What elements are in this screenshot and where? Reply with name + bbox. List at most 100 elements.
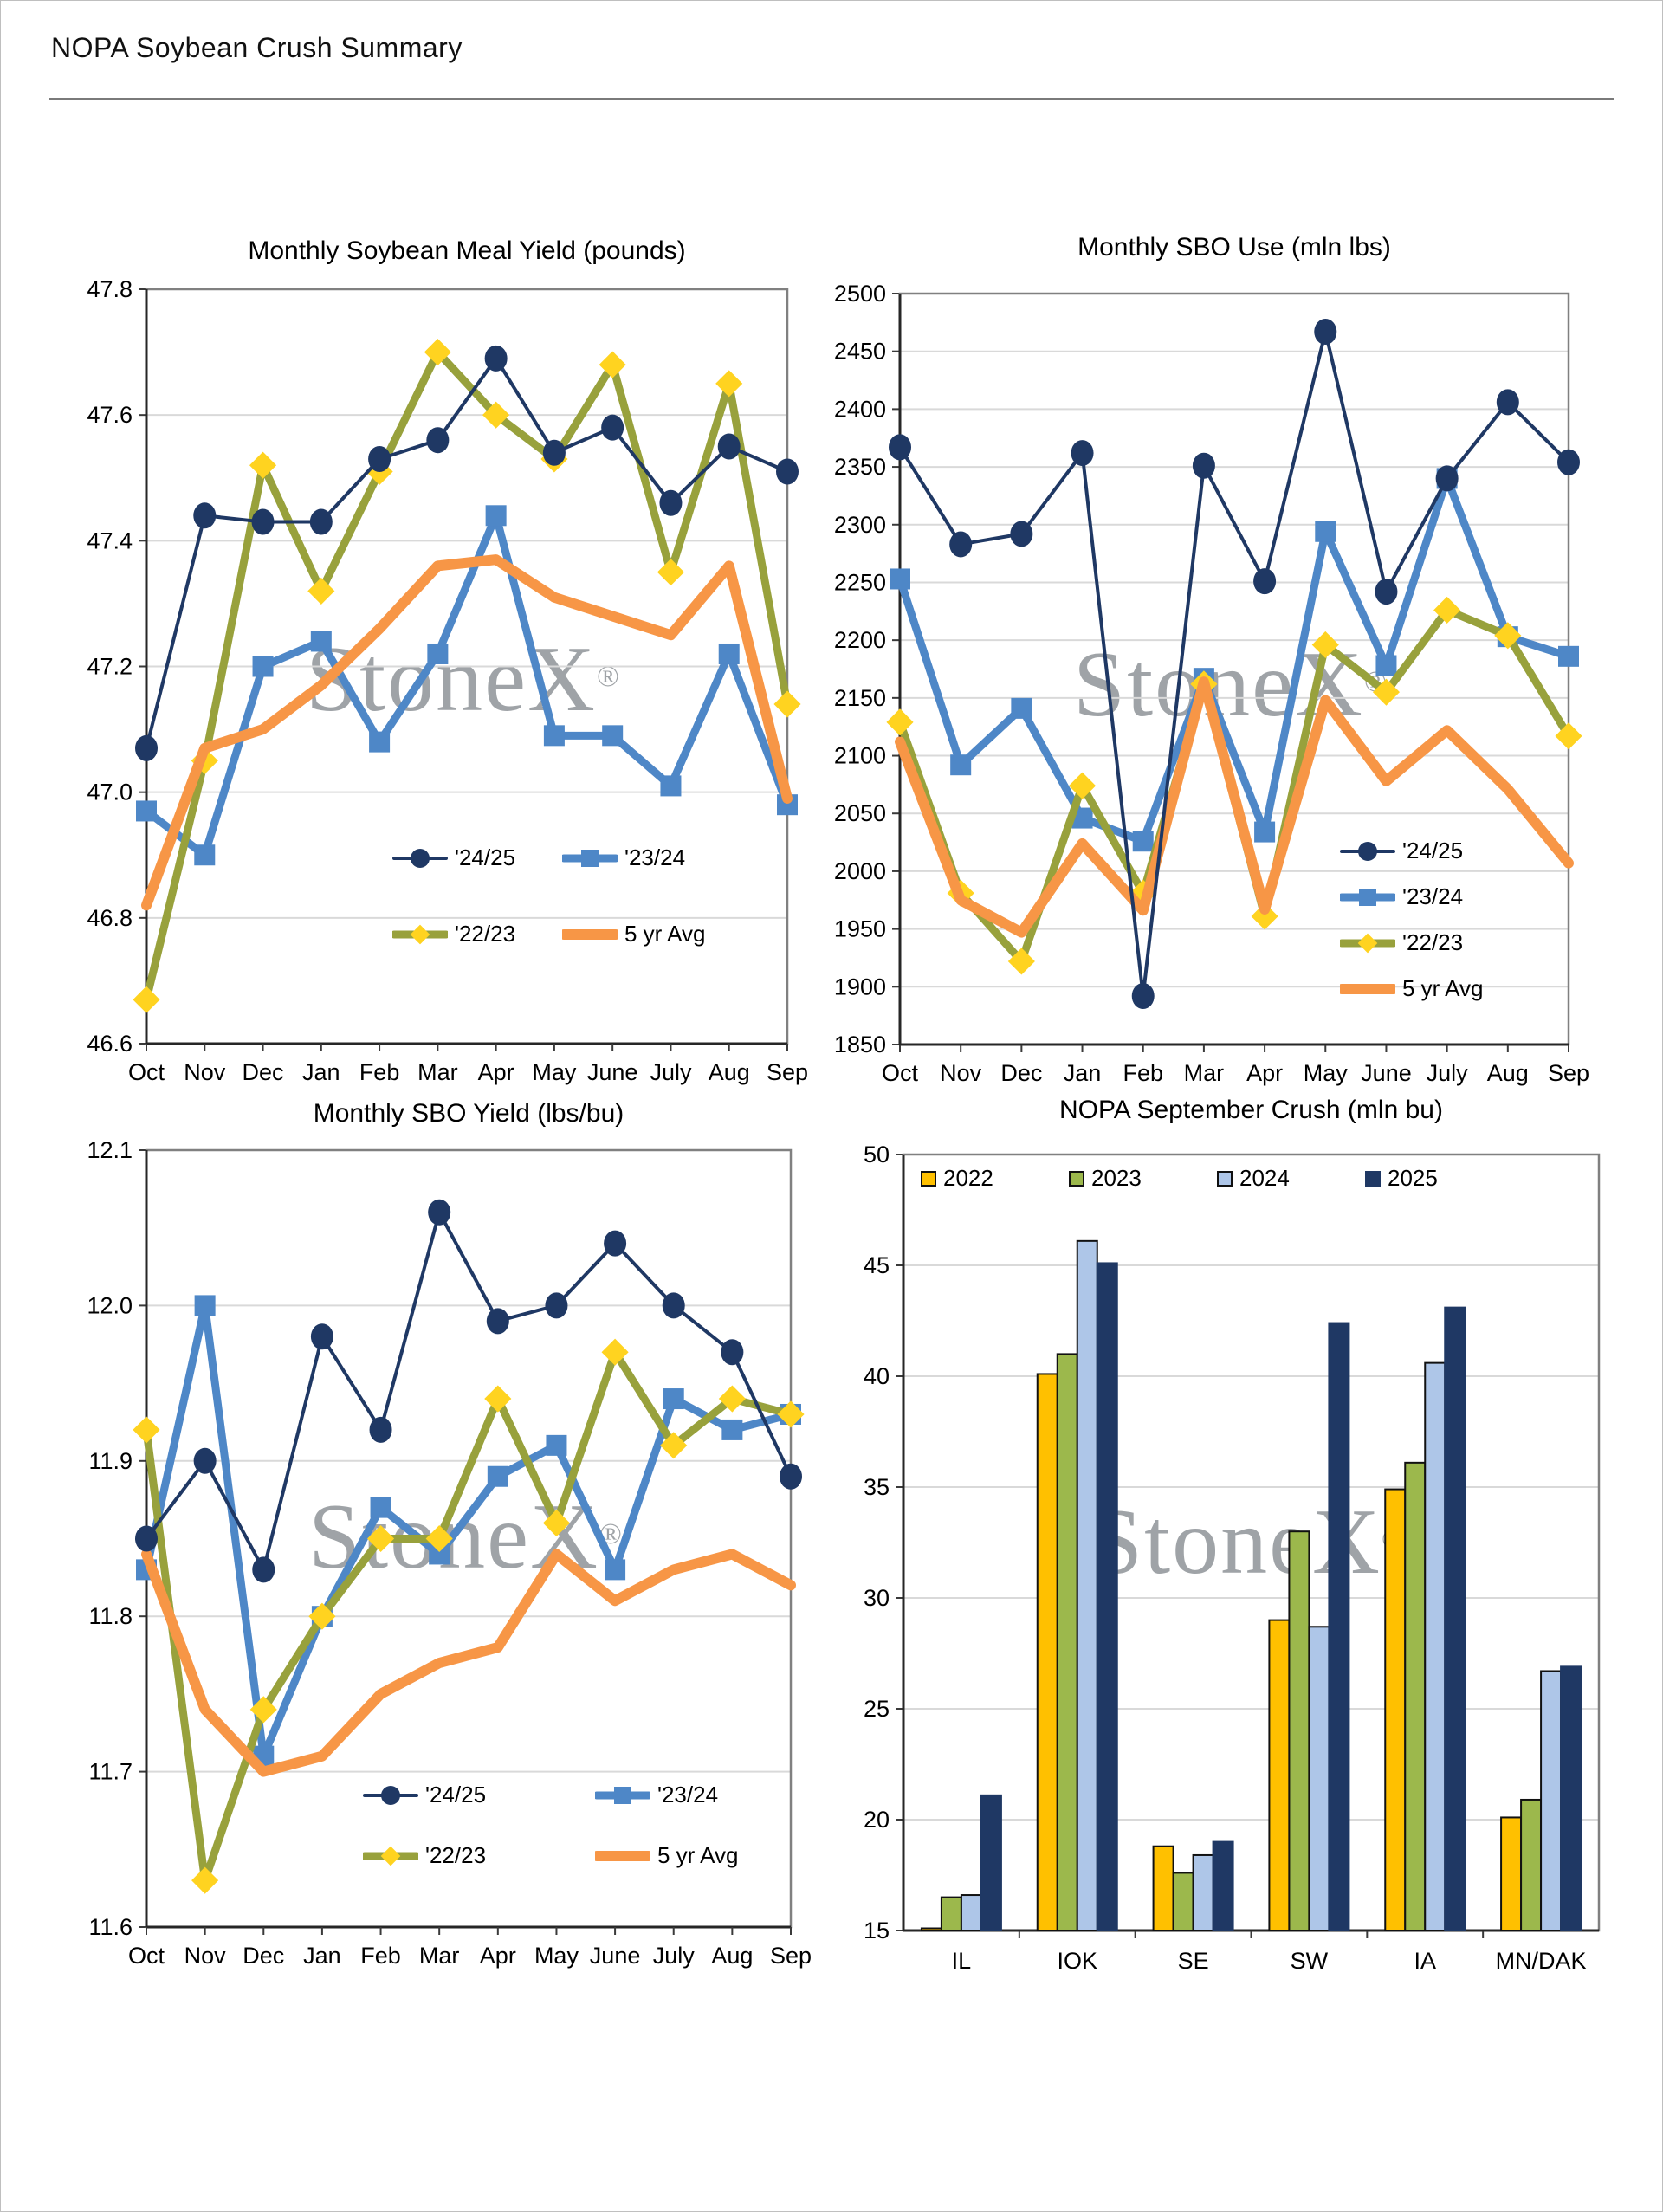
bar-IA-2023 xyxy=(1404,1461,1427,1931)
y-axis-label: 11.9 xyxy=(88,1448,133,1474)
legend-swatch xyxy=(1340,888,1395,906)
legend-label: '22/23 xyxy=(425,1842,487,1868)
data-point xyxy=(1375,579,1398,605)
series-line xyxy=(142,1348,795,1885)
bar-SE-2023 xyxy=(1172,1872,1194,1931)
data-point xyxy=(310,1323,333,1350)
y-axis-label: 40 xyxy=(864,1363,890,1389)
data-point xyxy=(546,1434,567,1456)
x-axis-label: Aug xyxy=(711,1943,753,1969)
legend-item-5yrAvg: 5 yr Avg xyxy=(595,1842,738,1869)
legend-label: '23/24 xyxy=(657,1782,719,1808)
data-point xyxy=(604,1230,627,1257)
bar-SE-2025 xyxy=(1212,1840,1234,1932)
y-axis-label: 11.6 xyxy=(88,1914,133,1940)
x-axis-label: MN/DAK xyxy=(1496,1948,1587,1974)
legend-label: 2023 xyxy=(1091,1165,1142,1191)
bar-series-2023 xyxy=(940,1353,1543,1932)
data-point xyxy=(251,508,275,535)
legend-item-2324: '23/24 xyxy=(595,1782,718,1808)
data-point xyxy=(310,631,332,652)
data-point xyxy=(780,1463,802,1490)
data-point xyxy=(545,1292,568,1319)
y-axis-label: 2100 xyxy=(834,743,886,769)
data-point xyxy=(368,445,391,472)
y-axis-label: 30 xyxy=(864,1585,890,1611)
legend-label: 5 yr Avg xyxy=(657,1842,739,1868)
y-axis-label: 2000 xyxy=(834,858,886,884)
bar-SW-2023 xyxy=(1288,1530,1310,1931)
bar-series-2025 xyxy=(980,1262,1582,1932)
x-axis-label: June xyxy=(587,1059,638,1085)
bar-MN/DAK-2024 xyxy=(1540,1670,1563,1931)
data-point xyxy=(1010,521,1033,547)
page-title: NOPA Soybean Crush Summary xyxy=(51,32,463,63)
bar-SW-2025 xyxy=(1328,1322,1350,1932)
data-point xyxy=(889,434,911,461)
series-line xyxy=(142,511,792,859)
data-point xyxy=(369,1416,392,1443)
y-axis-label: 2450 xyxy=(834,339,886,365)
bar-IL-2023 xyxy=(940,1896,962,1932)
chart-title-sbo-yield: Monthly SBO Yield (lbs/bu) xyxy=(313,1099,624,1128)
x-axis-label: Dec xyxy=(1000,1060,1042,1086)
data-point xyxy=(1253,568,1277,595)
x-axis-label: Feb xyxy=(360,1943,401,1969)
data-point xyxy=(949,531,973,558)
x-axis-label: Dec xyxy=(243,1059,284,1085)
data-point xyxy=(659,489,683,516)
data-point xyxy=(543,725,565,747)
data-point xyxy=(1071,440,1094,467)
legend-label: '22/23 xyxy=(1402,929,1464,955)
series-2324 xyxy=(136,1295,801,1767)
x-axis-label: May xyxy=(1304,1060,1349,1086)
x-axis-label: IA xyxy=(1414,1948,1436,1974)
data-point xyxy=(424,339,451,366)
x-axis-label: Aug xyxy=(1487,1060,1529,1086)
x-axis-label: IOK xyxy=(1057,1948,1097,1974)
x-axis-label: July xyxy=(653,1943,696,1969)
x-axis-label: Jan xyxy=(302,1059,340,1085)
y-axis-label: 20 xyxy=(864,1807,890,1833)
legend-item-2223: '22/23 xyxy=(1340,929,1463,956)
data-point xyxy=(542,1510,571,1537)
bar-IOK-2024 xyxy=(1076,1239,1098,1931)
y-axis-label: 2400 xyxy=(834,396,886,422)
x-axis-label: May xyxy=(534,1943,579,1969)
x-axis-label: IL xyxy=(952,1948,972,1974)
series-5yrAvg xyxy=(895,676,1574,938)
data-point xyxy=(1251,902,1278,930)
y-axis-label: 15 xyxy=(864,1918,890,1944)
x-axis-label: June xyxy=(1361,1060,1412,1086)
data-point xyxy=(252,656,274,677)
x-axis-label: Oct xyxy=(128,1059,165,1085)
data-point xyxy=(307,577,335,605)
y-axis-label: 2250 xyxy=(834,569,886,595)
legend-label: 2022 xyxy=(943,1165,993,1191)
x-axis-label: Feb xyxy=(359,1059,400,1085)
series-5yrAvg xyxy=(141,1549,796,1777)
x-axis-label: Jan xyxy=(303,1943,341,1969)
legend-swatch xyxy=(1340,933,1395,953)
bar-IA-2025 xyxy=(1444,1306,1466,1931)
plot-border xyxy=(902,1153,1601,1932)
x-axis-label: June xyxy=(590,1943,641,1969)
data-point xyxy=(309,508,333,535)
legend-swatch xyxy=(1340,983,1395,994)
x-axis-label: Sep xyxy=(767,1059,808,1085)
bar-MN/DAK-2022 xyxy=(1500,1816,1523,1931)
data-point xyxy=(660,775,682,797)
legend-item-2025: 2025 xyxy=(1365,1165,1438,1192)
bar-SE-2024 xyxy=(1192,1853,1214,1931)
data-point xyxy=(427,643,449,664)
legend-item-2425: '24/25 xyxy=(363,1782,486,1808)
legend-swatch xyxy=(363,1846,418,1866)
legend-item-2324: '23/24 xyxy=(562,844,685,871)
x-axis-label: May xyxy=(532,1059,577,1085)
data-point xyxy=(1011,697,1032,719)
x-axis-label: SE xyxy=(1178,1948,1209,1974)
data-point xyxy=(135,1525,158,1552)
legend-label: '23/24 xyxy=(1402,883,1464,909)
